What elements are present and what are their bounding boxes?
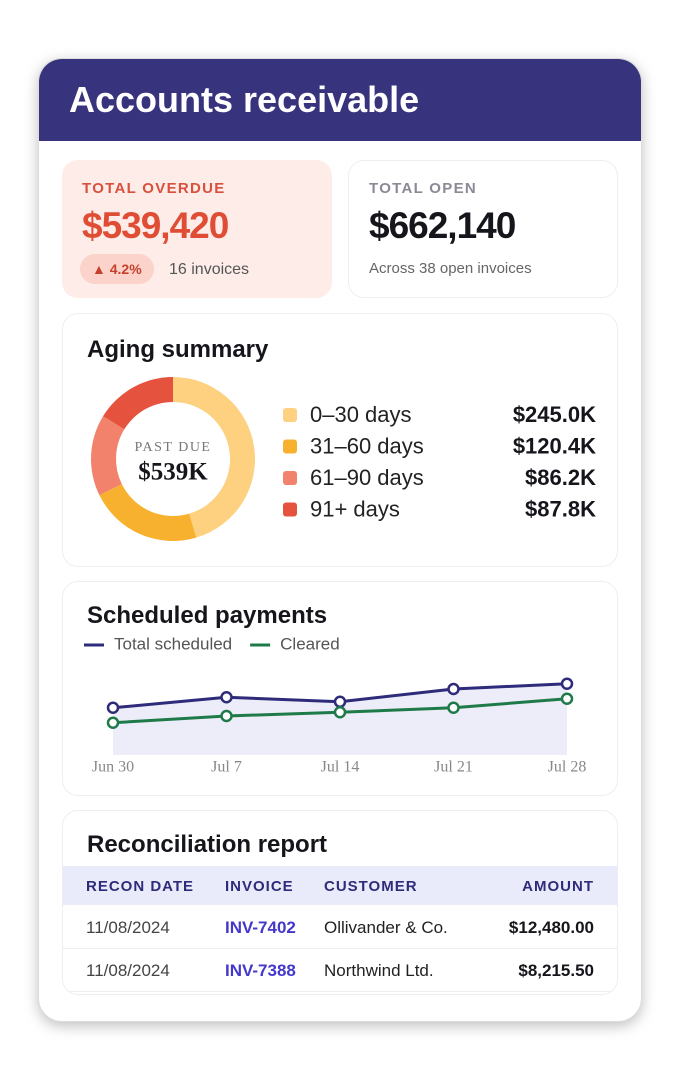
x-tick-label: Jul 21	[434, 759, 473, 776]
center-label: PAST DUE	[135, 440, 212, 455]
x-tick-label: Jun 30	[92, 759, 134, 776]
column-header: AMOUNT	[522, 878, 594, 895]
kpi-value: $662,140	[369, 205, 516, 246]
point	[220, 709, 233, 723]
legend-label: 31–60 days	[310, 433, 424, 458]
customer: Ollivander & Co.	[324, 918, 448, 937]
donut-segment	[103, 377, 173, 430]
donut-segment	[173, 377, 255, 538]
point	[560, 692, 574, 705]
kpi-note: 16 invoices	[169, 261, 250, 278]
customer: Northwind Ltd.	[324, 961, 434, 980]
x-tick-label: Jul 14	[321, 759, 360, 776]
x-tick-label: Jul 28	[548, 759, 587, 776]
legend-value: $120.4K	[513, 433, 596, 458]
point	[447, 701, 460, 714]
legend-label: 0–30 days	[310, 402, 412, 427]
point	[106, 716, 120, 729]
legend-value: $245.0K	[513, 402, 596, 427]
invoice-link[interactable]: INV-7388	[225, 961, 296, 980]
legend-label: Total scheduled	[114, 634, 232, 653]
point	[333, 695, 347, 708]
point	[447, 682, 460, 696]
amount: $8,215.50	[518, 961, 594, 980]
x-tick-label: Jul 7	[211, 759, 242, 776]
kpi-note: Across 38 open invoices	[369, 260, 532, 277]
legend-swatch	[283, 439, 297, 454]
change-badge: ▲ 4.2%	[80, 254, 154, 284]
invoice-link[interactable]: INV-7402	[225, 918, 296, 937]
kpi-label: TOTAL OVERDUE	[82, 180, 226, 197]
point	[560, 677, 574, 690]
card-title: Scheduled payments	[87, 602, 328, 629]
kpi-value: $539,420	[82, 205, 229, 246]
title: Accounts receivable	[69, 79, 420, 120]
donut-segment	[99, 484, 197, 541]
legend-label: 91+ days	[310, 496, 400, 521]
column-header: RECON DATE	[86, 878, 195, 895]
legend-swatch	[283, 502, 297, 517]
point	[220, 691, 233, 704]
open-card: TOTAL OPEN $662,140 Across 38 open invoi…	[348, 160, 618, 298]
card-title: Aging summary	[87, 336, 269, 363]
amount: $12,480.00	[508, 918, 594, 937]
table-header	[63, 866, 617, 905]
kpi-label: TOTAL OPEN	[369, 180, 478, 197]
center-value: $539K	[138, 459, 208, 486]
legend-value: $86.2K	[525, 465, 596, 490]
legend-swatch	[283, 408, 297, 422]
column-header: CUSTOMER	[324, 878, 418, 895]
card-title: Reconciliation report	[87, 831, 328, 858]
payments-card: Scheduled payments	[62, 581, 618, 796]
row-divider	[63, 991, 617, 992]
legend-value: $87.8K	[525, 496, 596, 521]
legend-label: 61–90 days	[310, 465, 424, 490]
legend-label: Cleared	[280, 634, 340, 653]
header: Accounts receivable	[39, 59, 641, 141]
recon-date: 11/08/2024	[86, 961, 170, 980]
legend-swatch	[283, 471, 297, 485]
recon-card: Reconciliation report	[62, 810, 618, 995]
recon-date: 11/08/2024	[86, 918, 170, 937]
point	[333, 706, 347, 719]
overdue-card: TOTAL OVERDUE $539,420 ▲ 4.2% 16 invoice…	[62, 160, 332, 298]
point	[106, 701, 120, 714]
donut-segment	[90, 416, 125, 496]
column-header: INVOICE	[225, 878, 294, 895]
row-divider	[63, 948, 617, 949]
